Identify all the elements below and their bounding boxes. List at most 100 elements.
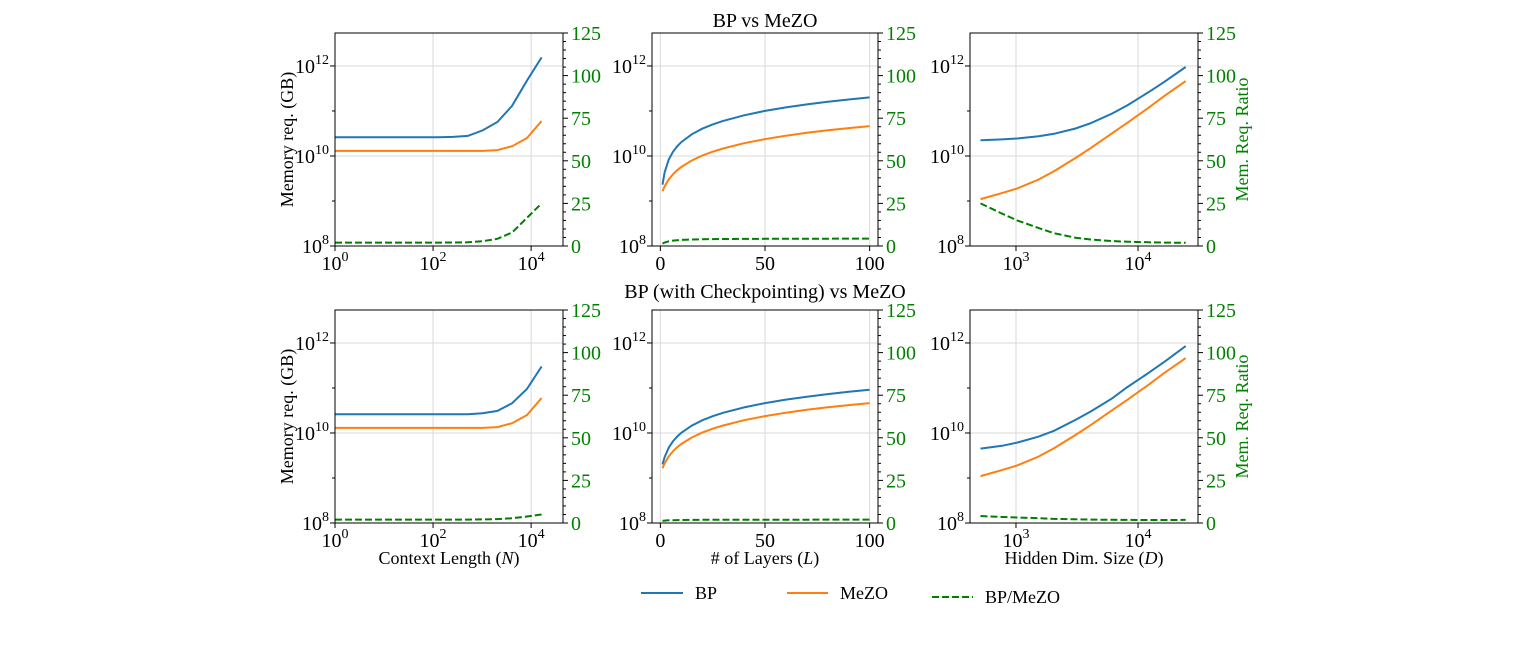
x-tick-label: 104 — [1125, 527, 1152, 552]
left-tick-label-base: 10 — [612, 423, 632, 445]
left-y-axis-label: Memory req. (GB) — [277, 349, 298, 484]
left-tick-label-exp: 12 — [632, 53, 646, 68]
left-tick-label: 1012 — [612, 330, 646, 355]
right-tick-label: 0 — [886, 513, 896, 535]
left-tick-label-base: 10 — [930, 146, 950, 168]
x-tick-label: 102 — [420, 250, 447, 275]
series-bp-line — [980, 66, 1187, 142]
right-y-axis-label: Mem. Req. Ratio — [1232, 78, 1252, 202]
right-tick-label: 75 — [571, 385, 591, 407]
series-ratio-line — [980, 202, 1186, 244]
row-title-top: BP vs MeZO — [713, 10, 818, 32]
left-tick-label-base: 10 — [295, 423, 315, 445]
series-bp-line — [335, 56, 543, 139]
left-tick-label-base: 10 — [302, 513, 322, 535]
x-tick-label: 100 — [322, 250, 349, 275]
x-tick-label-exp: 3 — [1022, 527, 1029, 542]
x-tick-label-base: 10 — [420, 253, 440, 275]
left-tick-label-exp: 10 — [950, 143, 964, 158]
x-axis-label-suffix: ) — [514, 548, 520, 569]
left-tick-label: 1010 — [295, 143, 329, 168]
series-bp-line — [335, 365, 543, 416]
series-bp-line — [661, 388, 870, 465]
axes-frame — [334, 32, 564, 247]
x-tick-label-exp: 3 — [1022, 250, 1029, 265]
x-tick-label-base: 10 — [518, 530, 538, 552]
x-tick-label-exp: 0 — [342, 527, 349, 542]
left-tick-label-base: 10 — [295, 146, 315, 168]
x-tick-label-exp: 2 — [440, 250, 447, 265]
right-y-axis-label: Mem. Req. Ratio — [1232, 355, 1252, 479]
x-tick-label-exp: 4 — [538, 527, 545, 542]
right-tick-label: 75 — [1206, 108, 1226, 130]
x-tick-label-base: 10 — [420, 530, 440, 552]
right-tick-label: 25 — [1206, 193, 1226, 215]
left-tick-label-exp: 12 — [950, 330, 964, 345]
x-tick-label: 103 — [1002, 527, 1029, 552]
left-tick-label-base: 10 — [930, 423, 950, 445]
x-axis-label-prefix: Hidden Dim. Size ( — [1005, 548, 1145, 569]
left-tick-label-exp: 8 — [957, 510, 964, 525]
left-tick-label-base: 10 — [930, 56, 950, 78]
left-tick-label: 108 — [619, 510, 646, 535]
x-axis-label: # of Layers (L) — [711, 548, 819, 569]
series-mezo-line — [335, 120, 543, 152]
x-tick-label-base: 10 — [322, 530, 342, 552]
left-tick-label-exp: 8 — [639, 233, 646, 248]
left-tick-label-exp: 10 — [315, 143, 329, 158]
right-tick-label: 125 — [886, 300, 916, 322]
x-tick-label: 102 — [420, 527, 447, 552]
left-tick-label-exp: 10 — [950, 420, 964, 435]
x-tick-label: 100 — [322, 527, 349, 552]
x-tick-label-exp: 4 — [1145, 250, 1152, 265]
x-axis-label-prefix: # of Layers ( — [711, 548, 803, 569]
right-tick-label: 50 — [1206, 151, 1226, 173]
series-bp-line — [980, 345, 1187, 450]
x-tick-label-base: 10 — [1002, 253, 1022, 275]
series-mezo-line — [980, 357, 1187, 478]
right-tick-label: 0 — [1206, 513, 1216, 535]
left-tick-label-exp: 12 — [632, 330, 646, 345]
right-tick-label: 125 — [1206, 23, 1236, 45]
right-tick-label: 125 — [886, 23, 916, 45]
x-tick-label: 103 — [1002, 250, 1029, 275]
right-tick-label: 75 — [1206, 385, 1226, 407]
right-tick-label: 0 — [886, 236, 896, 258]
right-tick-label: 100 — [571, 343, 601, 365]
left-tick-label-exp: 8 — [639, 510, 646, 525]
x-tick-label-base: 10 — [1125, 530, 1145, 552]
x-axis-label-suffix: ) — [1157, 548, 1163, 569]
row-title-bottom: BP (with Checkpointing) vs MeZO — [624, 281, 905, 303]
right-tick-label: 100 — [886, 66, 916, 88]
x-tick-label: 0 — [655, 253, 665, 275]
x-tick-label-base: 100 — [855, 253, 885, 275]
x-tick-label-base: 10 — [1125, 253, 1145, 275]
right-tick-label: 0 — [571, 236, 581, 258]
series-ratio-line — [980, 515, 1186, 521]
left-tick-label-base: 10 — [619, 513, 639, 535]
left-tick-label: 108 — [937, 233, 964, 258]
right-tick-label: 50 — [571, 428, 591, 450]
x-tick-label: 50 — [755, 253, 775, 275]
x-tick-label-exp: 4 — [538, 250, 545, 265]
right-tick-label: 50 — [886, 428, 906, 450]
left-tick-label-base: 10 — [295, 56, 315, 78]
right-tick-label: 50 — [886, 151, 906, 173]
right-tick-label: 75 — [886, 108, 906, 130]
left-tick-label: 108 — [302, 510, 329, 535]
right-tick-label: 25 — [1206, 470, 1226, 492]
left-tick-label: 1012 — [295, 330, 329, 355]
left-tick-label-base: 10 — [612, 146, 632, 168]
x-tick-label: 100 — [855, 253, 885, 275]
x-tick-label-exp: 0 — [342, 250, 349, 265]
x-tick-label: 100 — [855, 530, 885, 552]
x-tick-label: 0 — [655, 530, 665, 552]
right-tick-label: 25 — [886, 470, 906, 492]
x-tick-label-exp: 2 — [440, 527, 447, 542]
left-tick-label: 1010 — [612, 420, 646, 445]
